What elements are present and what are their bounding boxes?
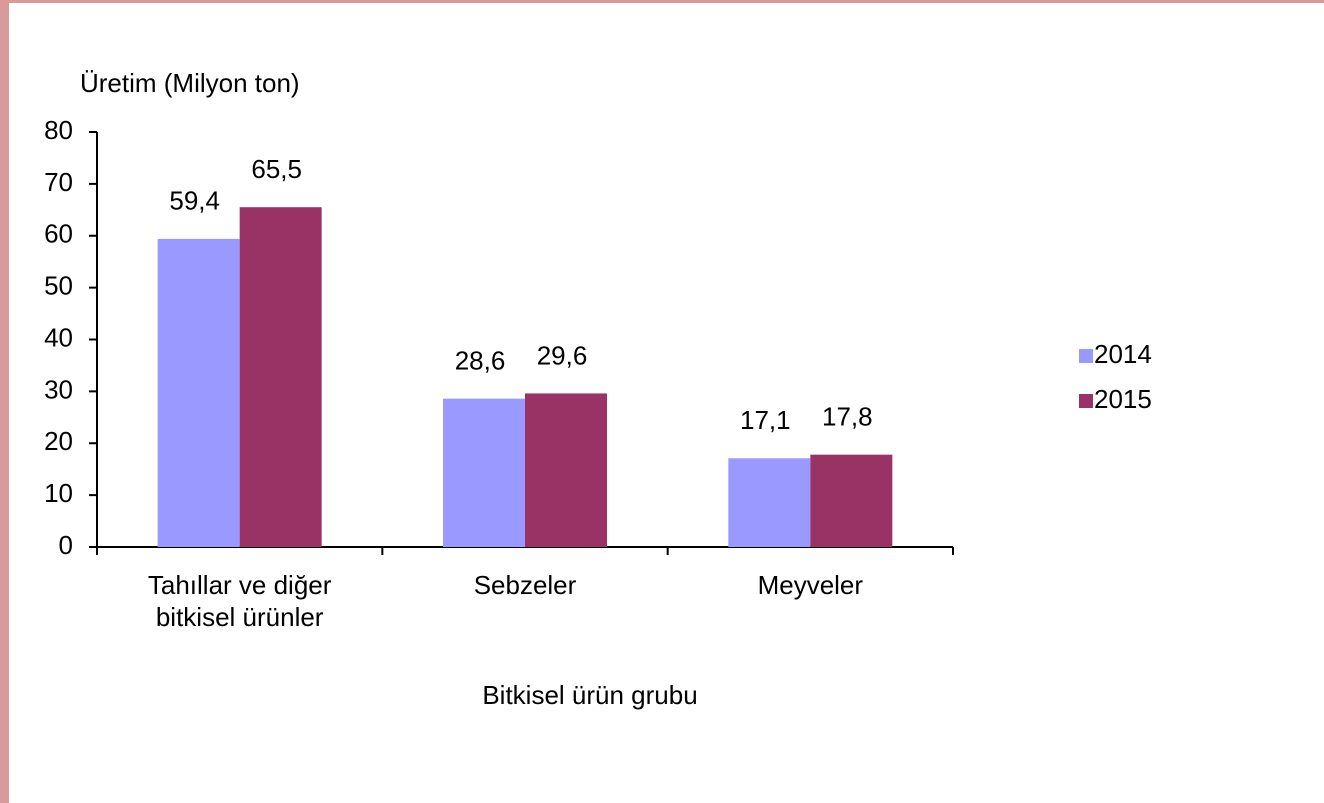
y-tick-label: 0: [59, 530, 73, 560]
x-tick-label-box: Meyveler: [757, 570, 864, 600]
legend-swatch: [1079, 394, 1093, 408]
bar: [525, 393, 607, 547]
y-tick-label: 60: [44, 219, 73, 249]
legend-label: 2015: [1094, 384, 1152, 414]
x-tick-label-box: Tahıllar ve diğer bitkisel ürünler: [147, 570, 332, 632]
x-axis-title: Bitkisel ürün grubu: [482, 680, 697, 710]
legend-label: 2014: [1094, 339, 1152, 369]
value-label: 65,5: [251, 154, 302, 184]
bar: [443, 398, 525, 547]
x-tick-label: Sebzeler: [473, 570, 577, 600]
x-tick-label-box: Sebzeler: [473, 570, 577, 600]
value-label: 17,8: [822, 402, 873, 432]
bar: [810, 454, 893, 547]
y-axis-title: Üretim (Milyon ton): [80, 68, 300, 98]
y-tick-label: 50: [44, 271, 73, 301]
y-tick-label: 10: [44, 478, 73, 508]
bar: [239, 207, 322, 547]
legend-swatch: [1079, 349, 1093, 363]
x-tick-label: Tahıllar ve diğer bitkisel ürünler: [147, 570, 332, 632]
value-label: 59,4: [169, 186, 220, 216]
bar: [157, 238, 240, 548]
y-tick-label: 30: [44, 374, 73, 404]
value-label: 17,1: [740, 405, 791, 435]
y-tick-label: 20: [44, 426, 73, 456]
bar: [728, 458, 811, 547]
y-tick-label: 40: [44, 322, 73, 352]
value-label: 28,6: [455, 346, 506, 376]
value-label: 29,6: [537, 340, 588, 370]
y-tick-label: 70: [44, 167, 73, 197]
y-tick-label: 80: [44, 115, 73, 145]
x-tick-label: Meyveler: [757, 570, 864, 600]
